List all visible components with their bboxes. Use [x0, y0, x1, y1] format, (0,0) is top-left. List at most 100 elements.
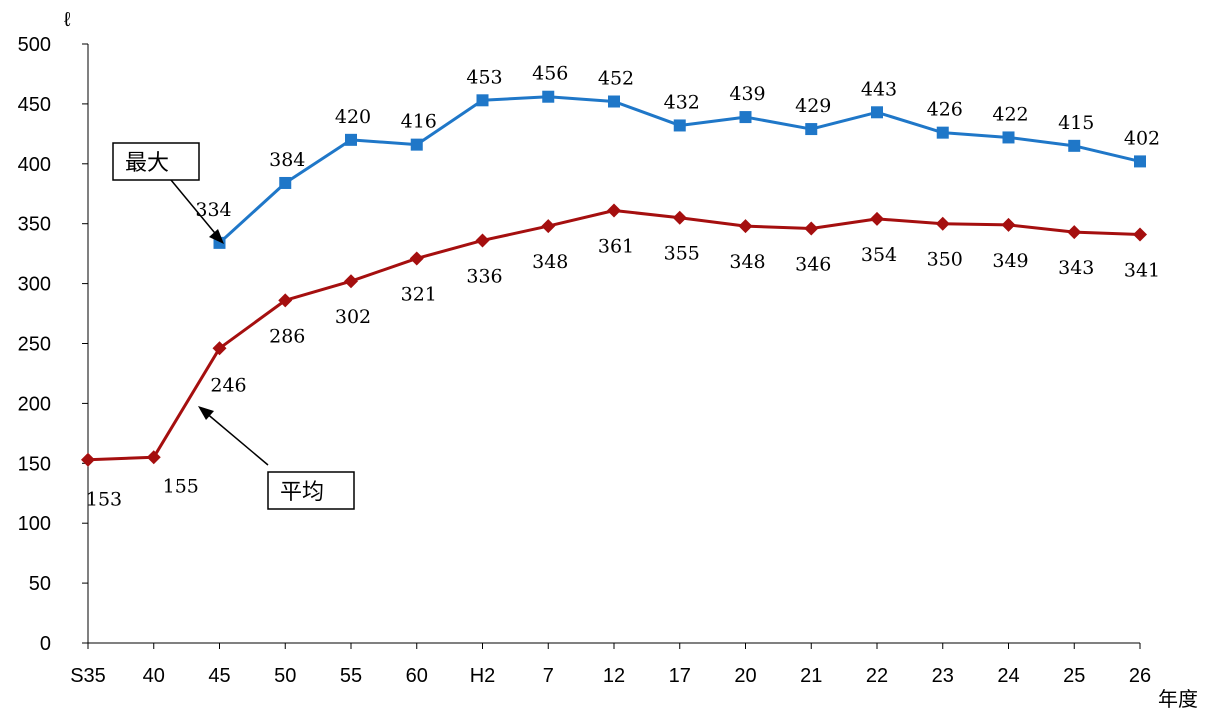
data-point-max — [279, 176, 292, 189]
x-tick-label: 7 — [543, 665, 554, 687]
data-point-avg — [935, 216, 950, 231]
y-tick-label: 500 — [18, 34, 51, 56]
data-label-max: 452 — [598, 68, 634, 90]
data-label-avg: 355 — [664, 243, 700, 265]
data-point-avg — [607, 203, 621, 218]
x-axis-unit-label: 年度 — [1158, 688, 1198, 711]
data-label-avg: 286 — [269, 325, 305, 347]
x-tick-label: 45 — [208, 665, 230, 687]
data-label-avg: 348 — [729, 251, 765, 273]
x-tick-label: 23 — [932, 665, 954, 687]
x-tick-label: 60 — [406, 665, 428, 687]
data-point-avg — [870, 211, 884, 226]
y-tick-label: 250 — [18, 334, 51, 356]
data-label-max: 420 — [335, 106, 371, 128]
data-point-avg — [146, 450, 161, 465]
data-label-max: 334 — [195, 199, 231, 221]
data-label-max: 415 — [1058, 112, 1094, 134]
data-point-max — [1068, 139, 1081, 152]
data-label-avg: 361 — [598, 236, 634, 258]
callout-max: 最大 — [112, 142, 224, 244]
data-point-avg — [804, 221, 819, 236]
y-tick-label: 100 — [18, 513, 51, 535]
data-point-max — [936, 126, 949, 139]
y-tick-label: 200 — [18, 393, 51, 415]
data-label-avg: 341 — [1124, 259, 1160, 281]
data-label-avg: 354 — [861, 244, 897, 266]
y-axis-unit-label: ℓ — [64, 9, 71, 31]
x-tick-label: 55 — [340, 665, 362, 687]
callouts: 最大 平均 — [112, 142, 355, 510]
data-point-max — [476, 94, 489, 107]
series-layer — [81, 90, 1147, 467]
data-point-avg — [475, 233, 490, 248]
x-tick-label: S35 — [70, 665, 106, 687]
data-label-max: 432 — [664, 91, 700, 113]
x-tick-label: 24 — [997, 665, 1019, 687]
data-point-avg — [409, 251, 424, 266]
data-point-avg — [1067, 225, 1082, 240]
data-label-max: 416 — [401, 111, 437, 133]
data-label-max: 439 — [729, 83, 765, 105]
data-point-avg — [212, 341, 227, 356]
data-label-max: 402 — [1124, 127, 1160, 149]
data-point-avg — [738, 219, 753, 234]
y-tick-label: 450 — [18, 94, 51, 116]
data-label-avg: 246 — [210, 374, 246, 396]
data-label-max: 453 — [466, 66, 502, 88]
data-point-max — [1002, 131, 1015, 144]
callout-max-arrowhead — [209, 229, 224, 244]
data-label-avg: 348 — [532, 251, 568, 273]
data-label-max: 384 — [269, 149, 305, 171]
data-label-avg: 321 — [401, 283, 437, 305]
x-tick-label: 21 — [800, 665, 822, 687]
data-label-max: 426 — [927, 99, 963, 121]
data-label-avg: 350 — [927, 249, 963, 271]
data-point-avg — [1001, 217, 1016, 232]
data-point-avg — [672, 210, 687, 225]
data-point-avg — [81, 452, 95, 467]
x-tick-label: 25 — [1063, 665, 1085, 687]
data-point-max — [410, 138, 423, 151]
y-tick-label: 0 — [40, 633, 51, 655]
data-point-max — [805, 123, 818, 136]
data-point-max — [673, 119, 686, 132]
callout-avg-arrowhead — [198, 406, 214, 420]
data-label-avg: 346 — [795, 253, 831, 275]
callout-avg-box — [267, 471, 355, 510]
data-point-max — [1134, 155, 1146, 168]
x-tick-label: H2 — [470, 665, 496, 687]
y-axis-ticks: 0 50 100 150 200 250 300 350 400 450 500 — [18, 34, 88, 655]
data-label-avg: 302 — [335, 306, 371, 328]
data-point-avg — [541, 219, 556, 234]
x-tick-label: 17 — [669, 665, 691, 687]
data-label-max: 422 — [992, 103, 1028, 125]
x-tick-label: 26 — [1129, 665, 1151, 687]
data-point-max — [542, 90, 555, 103]
x-tick-label: 12 — [603, 665, 625, 687]
data-point-max — [871, 106, 883, 119]
callout-avg-arrow — [204, 411, 269, 466]
data-point-avg — [278, 293, 293, 308]
data-point-avg — [344, 274, 358, 289]
data-label-avg: 336 — [466, 265, 502, 287]
data-point-max — [345, 133, 357, 146]
x-tick-label: 22 — [866, 665, 888, 687]
y-tick-label: 150 — [18, 453, 51, 475]
y-tick-label: 400 — [18, 154, 51, 176]
callout-max-label: 最大 — [125, 151, 169, 176]
data-label-avg: 155 — [163, 475, 199, 497]
data-label-max: 443 — [861, 78, 897, 100]
axes — [87, 44, 1140, 644]
y-tick-label: 50 — [29, 573, 51, 595]
data-label-avg: 343 — [1058, 257, 1094, 279]
data-label-avg: 349 — [992, 250, 1028, 272]
y-tick-label: 350 — [18, 214, 51, 236]
data-label-avg: 153 — [86, 489, 122, 511]
x-axis-ticks: S35 40 45 50 55 60 H2 7 12 17 20 21 22 23 24 25 26 — [70, 643, 1151, 687]
x-tick-label: 40 — [143, 665, 165, 687]
data-labels-layer: 334 384 420 416 453 456 452 432 439 429 443 426 422 4… — [86, 63, 1160, 511]
data-point-avg — [1133, 227, 1147, 242]
data-point-max — [608, 95, 620, 108]
